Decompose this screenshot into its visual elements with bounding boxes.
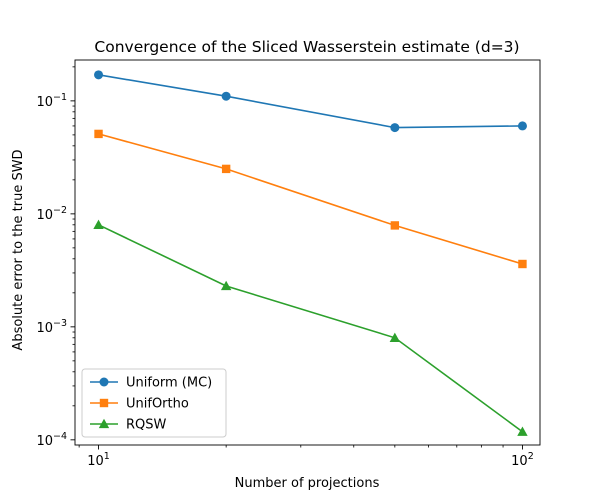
chart-title: Convergence of the Sliced Wasserstein es… bbox=[94, 38, 519, 56]
legend-marker bbox=[99, 377, 109, 387]
y-tick-base: 10 bbox=[36, 95, 53, 110]
data-point bbox=[390, 221, 400, 230]
data-point bbox=[221, 91, 231, 101]
series-line bbox=[98, 74, 523, 129]
y-tick-base: 10 bbox=[36, 321, 53, 336]
legend-label: RQSW bbox=[126, 418, 167, 433]
series-1 bbox=[94, 129, 527, 269]
x-tick-exponent: 2 bbox=[528, 451, 534, 462]
y-tick-exponent: −2 bbox=[53, 205, 67, 216]
y-tick-label: 10−3 bbox=[36, 318, 67, 336]
data-point bbox=[220, 280, 232, 291]
y-tick-exponent: −1 bbox=[53, 92, 67, 103]
data-point bbox=[517, 426, 528, 436]
data-point bbox=[94, 70, 104, 80]
data-point bbox=[221, 164, 231, 174]
y-tick-base: 10 bbox=[36, 434, 53, 449]
legend: Uniform (MC) UnifOrtho RQSW bbox=[81, 368, 227, 438]
y-tick-label: 10−1 bbox=[36, 92, 67, 110]
y-axis-label: Absolute error to the true SWD bbox=[11, 149, 26, 350]
legend-entry: UnifOrtho bbox=[90, 397, 189, 412]
x-tick-exponent: 1 bbox=[104, 451, 110, 462]
data-point bbox=[517, 121, 527, 131]
y-tick-exponent: −4 bbox=[53, 431, 67, 442]
series-2 bbox=[93, 219, 528, 436]
legend-label: UnifOrtho bbox=[126, 397, 189, 412]
data-point bbox=[93, 219, 104, 229]
y-tick-exponent: −3 bbox=[53, 318, 67, 329]
y-tick-label: 10−2 bbox=[36, 205, 67, 223]
axes-frame bbox=[74, 59, 541, 446]
legend-marker bbox=[99, 398, 109, 408]
legend-marker bbox=[98, 418, 110, 429]
legend-box bbox=[81, 368, 227, 438]
y-tick-label: 10−4 bbox=[36, 431, 67, 449]
data-point bbox=[389, 332, 401, 342]
legend-label: Uniform (MC) bbox=[126, 376, 212, 391]
series-line bbox=[98, 133, 523, 265]
data-point bbox=[94, 129, 103, 139]
legend-entry: Uniform (MC) bbox=[90, 376, 212, 391]
series-line bbox=[98, 224, 523, 433]
x-axis-label: Number of projections bbox=[235, 476, 380, 491]
data-point bbox=[518, 259, 527, 269]
legend-entry: RQSW bbox=[90, 418, 167, 433]
y-tick-base: 10 bbox=[36, 208, 53, 223]
series-0 bbox=[94, 70, 527, 133]
data-point bbox=[390, 123, 400, 133]
